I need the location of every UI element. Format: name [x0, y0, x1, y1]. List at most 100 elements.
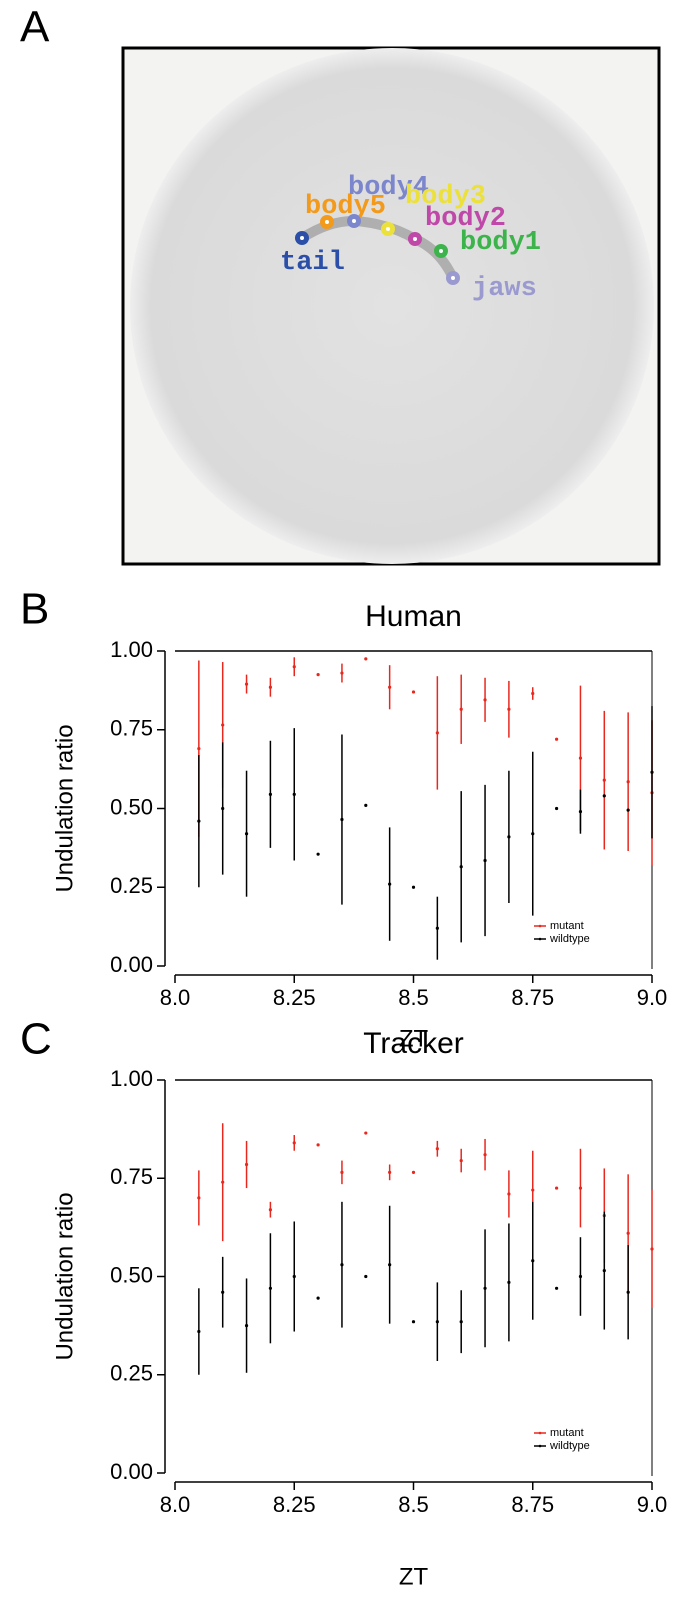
point [435, 926, 439, 930]
chart-title: Human [365, 600, 462, 633]
point [435, 731, 439, 735]
y-tick-label: 0.75 [110, 1164, 153, 1189]
point [316, 852, 320, 856]
point [388, 1263, 392, 1267]
point [292, 1141, 296, 1145]
point [555, 1186, 559, 1190]
point [555, 737, 559, 741]
point [435, 1320, 439, 1324]
point [364, 803, 368, 807]
x-tick-label: 8.75 [511, 1492, 554, 1517]
point [316, 1296, 320, 1300]
keypoint-center [386, 227, 390, 231]
keypoint-label: body3 [405, 182, 486, 212]
point [483, 1153, 487, 1157]
point [268, 685, 272, 689]
x-tick-label: 8.5 [398, 1492, 429, 1517]
point [268, 792, 272, 796]
keypoint-center [352, 219, 356, 223]
x-axis-label: ZT [399, 1025, 429, 1052]
point [507, 707, 511, 711]
point [316, 1143, 320, 1147]
y-axis-label: Undulation ratio [51, 724, 78, 892]
point [602, 794, 606, 798]
point [364, 1131, 368, 1135]
y-tick-label: 1.00 [110, 637, 153, 662]
point [602, 778, 606, 782]
point [578, 756, 583, 760]
point [197, 1196, 201, 1200]
point [340, 1263, 344, 1267]
point [435, 1147, 439, 1151]
legend-label: wildtype [549, 1440, 590, 1452]
point [221, 723, 225, 727]
point [626, 1290, 630, 1294]
x-tick-label: 8.0 [160, 1492, 191, 1517]
point [650, 1247, 654, 1251]
legend-dot [538, 1444, 542, 1448]
point [388, 685, 392, 689]
dish [130, 48, 654, 564]
legend-label: wildtype [549, 933, 590, 945]
x-tick-label: 8.25 [273, 1492, 316, 1517]
panel-letter: C [20, 1015, 52, 1064]
point [221, 1180, 225, 1184]
point [626, 1231, 630, 1235]
point [364, 1274, 368, 1279]
keypoint-label: body1 [460, 228, 541, 258]
point [459, 1320, 463, 1324]
y-tick-label: 1.00 [110, 1066, 153, 1091]
point [483, 698, 487, 702]
point [292, 665, 296, 669]
x-tick-label: 8.0 [160, 985, 191, 1010]
keypoint-center [413, 237, 417, 241]
y-tick-label: 0.75 [110, 716, 153, 741]
point [411, 1320, 416, 1324]
point [507, 835, 511, 839]
point [626, 808, 630, 812]
point [340, 1170, 344, 1174]
x-tick-label: 9.0 [637, 1492, 668, 1517]
keypoint-center [325, 220, 329, 224]
point [483, 858, 487, 863]
y-tick-label: 0.25 [110, 1361, 153, 1386]
keypoint-center [451, 276, 455, 280]
legend-label: mutant [550, 1427, 584, 1439]
point [292, 1274, 296, 1279]
panel-letter: A [20, 3, 50, 52]
y-tick-label: 0.00 [110, 952, 153, 977]
chart-title: Tracker [363, 1027, 464, 1060]
legend-label: mutant [550, 920, 584, 932]
point [459, 865, 463, 869]
point [507, 1280, 511, 1284]
point [459, 1158, 463, 1163]
point [411, 1170, 416, 1174]
legend-dot [538, 1431, 542, 1435]
keypoint-label: tail [280, 248, 345, 278]
keypoint-center [300, 236, 304, 240]
y-tick-label: 0.50 [110, 1262, 153, 1287]
point [411, 885, 416, 889]
point [483, 1286, 487, 1290]
point [197, 1329, 201, 1334]
x-axis-label: ZT [399, 1563, 429, 1590]
x-tick-label: 9.0 [637, 985, 668, 1010]
point [531, 1259, 535, 1263]
point [268, 1286, 272, 1290]
x-tick-label: 8.5 [398, 985, 429, 1010]
y-tick-label: 0.00 [110, 1459, 153, 1484]
keypoint-center [439, 249, 443, 253]
point [244, 682, 249, 686]
y-tick-label: 0.25 [110, 873, 153, 898]
point [388, 1170, 392, 1174]
point [221, 1290, 225, 1294]
point [244, 1162, 249, 1167]
point [340, 817, 344, 822]
y-axis-label: Undulation ratio [51, 1192, 78, 1360]
point [459, 707, 463, 711]
point [578, 1186, 583, 1190]
legend-dot [538, 937, 542, 941]
point [507, 1192, 511, 1196]
point [555, 1286, 559, 1290]
